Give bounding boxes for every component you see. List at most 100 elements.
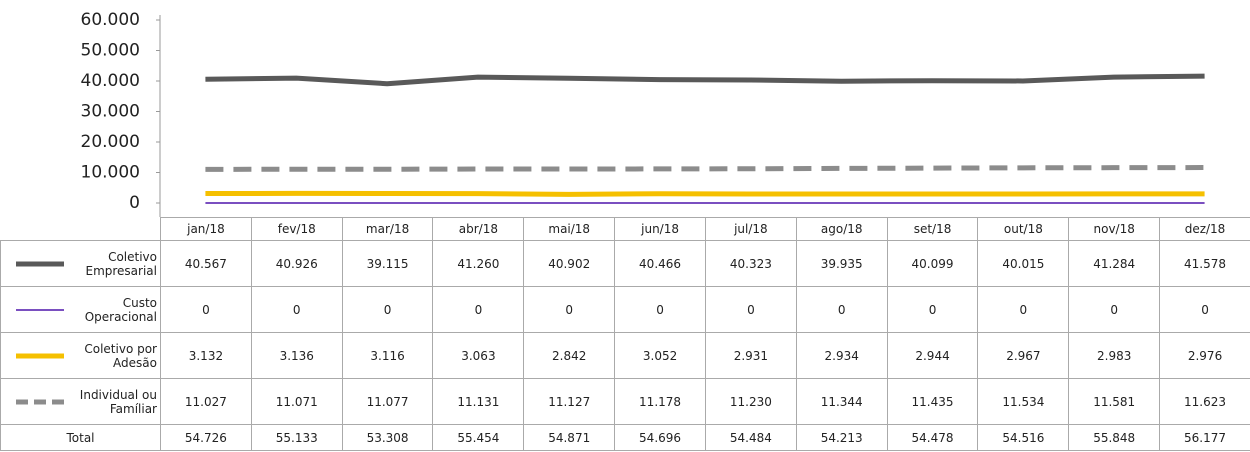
y-tick-label: 0 (129, 193, 140, 213)
value-cell: 2.931 (704, 332, 797, 379)
legend-entry: Coletivo Empresarial (2, 249, 157, 278)
legend-cell: Individual ou Famíliar (0, 378, 161, 425)
total-cell: 54.726 (160, 424, 252, 451)
category-label: abr/18 (432, 217, 525, 241)
total-cell: 54.478 (886, 424, 979, 451)
value-cell: 11.230 (704, 378, 797, 425)
total-cell: 56.177 (1159, 424, 1250, 451)
value-cell: 40.015 (977, 240, 1070, 287)
value-cell: 41.284 (1068, 240, 1161, 287)
value-cell: 40.099 (886, 240, 979, 287)
header-row: jan/18 fev/18 mar/18 abr/18 mai/18 jun/18 jul/… (1, 217, 1250, 241)
total-label: Total (0, 424, 161, 451)
series-row: Custo Operacional 0 0 0 0 0 0 0 0 0 0 0 0 (0, 286, 1250, 333)
legend-swatch (16, 353, 64, 358)
value-cell: 2.934 (795, 332, 888, 379)
value-cell: 0 (432, 286, 525, 333)
series-line (205, 165, 1205, 172)
legend-entry: Individual ou Famíliar (2, 387, 157, 416)
value-cell: 40.902 (523, 240, 616, 287)
value-cell: 41.260 (432, 240, 525, 287)
total-cell: 54.871 (523, 424, 616, 451)
legend-label: Individual ou Famíliar (79, 387, 157, 416)
category-label: jul/18 (704, 217, 797, 241)
total-cell: 54.516 (977, 424, 1070, 451)
category-label: dez/18 (1159, 217, 1250, 241)
legend-cell: Coletivo Empresarial (0, 240, 161, 287)
legend-cell: Coletivo por Adesão (0, 332, 161, 379)
legend-cell: Custo Operacional (0, 286, 161, 333)
value-cell: 11.435 (886, 378, 979, 425)
value-cell: 40.567 (160, 240, 252, 287)
y-tick-label: 40.000 (81, 71, 140, 91)
category-label: nov/18 (1068, 217, 1161, 241)
value-cell: 11.344 (795, 378, 888, 425)
total-cell: 53.308 (341, 424, 434, 451)
value-cell: 2.944 (886, 332, 979, 379)
total-cell: 55.454 (432, 424, 525, 451)
value-cell: 0 (160, 286, 252, 333)
category-label: out/18 (977, 217, 1070, 241)
category-label: mai/18 (523, 217, 616, 241)
y-tick-label: 20.000 (81, 132, 140, 152)
y-tick-label: 10.000 (81, 163, 140, 183)
legend-swatch (16, 308, 64, 311)
value-cell: 3.052 (614, 332, 706, 379)
y-tick-label: 50.000 (81, 41, 140, 61)
y-tick-label: 30.000 (81, 102, 140, 122)
value-cell: 41.578 (1159, 240, 1250, 287)
value-cell: 3.132 (160, 332, 252, 379)
value-cell: 0 (614, 286, 706, 333)
legend-entry: Coletivo por Adesão (2, 341, 157, 370)
total-cell: 55.133 (250, 424, 343, 451)
value-cell: 11.071 (250, 378, 343, 425)
legend-label: Custo Operacional (84, 295, 157, 324)
series-row: Coletivo por Adesão 3.132 3.136 3.116 3.063 2… (0, 332, 1250, 379)
value-cell: 3.116 (341, 332, 434, 379)
value-cell: 0 (1068, 286, 1161, 333)
series-line (205, 73, 1205, 87)
y-tick-label: 60.000 (81, 10, 140, 30)
value-cell: 3.136 (250, 332, 343, 379)
value-cell: 39.935 (795, 240, 888, 287)
chart: 0 10.000 20.000 30.000 40.000 50.000 60.000 (81, 10, 1205, 217)
series-row: Coletivo Empresarial 40.567 40.926 39.115 41… (0, 240, 1250, 287)
value-cell: 2.842 (523, 332, 616, 379)
legend-swatch (16, 261, 64, 266)
value-cell: 11.077 (341, 378, 434, 425)
category-label: jun/18 (614, 217, 706, 241)
value-cell: 40.926 (250, 240, 343, 287)
value-cell: 0 (886, 286, 979, 333)
category-label: ago/18 (795, 217, 888, 241)
value-cell: 0 (795, 286, 888, 333)
value-cell: 40.323 (704, 240, 797, 287)
value-cell: 39.115 (341, 240, 434, 287)
value-cell: 11.127 (523, 378, 616, 425)
value-cell: 2.967 (977, 332, 1070, 379)
value-cell: 0 (704, 286, 797, 333)
value-cell: 2.983 (1068, 332, 1161, 379)
category-label: fev/18 (250, 217, 343, 241)
legend-label: Coletivo por Adesão (84, 341, 157, 370)
value-cell: 11.581 (1068, 378, 1161, 425)
value-cell: 2.976 (1159, 332, 1250, 379)
legend-label: Coletivo Empresarial (85, 249, 157, 278)
series-row: Individual ou Famíliar 11.027 11.071 11.077… (0, 378, 1250, 425)
value-cell: 0 (341, 286, 434, 333)
value-cell: 11.027 (160, 378, 252, 425)
value-cell: 0 (1159, 286, 1250, 333)
value-cell: 40.466 (614, 240, 706, 287)
series-line (205, 190, 1205, 197)
category-label: mar/18 (341, 217, 434, 241)
value-cell: 0 (523, 286, 616, 333)
corner-cell (1, 218, 161, 241)
legend-entry: Custo Operacional (2, 295, 157, 324)
value-cell: 0 (977, 286, 1070, 333)
total-cell: 54.484 (704, 424, 797, 451)
category-label: set/18 (886, 217, 979, 241)
value-cell: 3.063 (432, 332, 525, 379)
value-cell: 0 (250, 286, 343, 333)
value-cell: 11.623 (1159, 378, 1250, 425)
total-cell: 54.213 (795, 424, 888, 451)
category-label: jan/18 (160, 217, 252, 241)
